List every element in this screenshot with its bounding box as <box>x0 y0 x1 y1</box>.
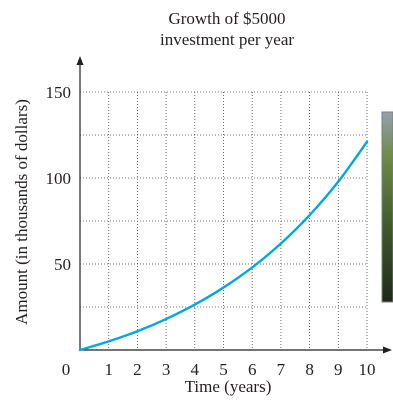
x-axis-arrow <box>383 346 392 354</box>
y-axis-label: Amount (in thousands of dollars) <box>12 99 31 325</box>
axes <box>76 56 392 354</box>
series-layer <box>78 140 369 352</box>
x-tick-label: 6 <box>248 360 257 379</box>
gridlines <box>80 91 368 350</box>
x-tick-label: 7 <box>277 360 286 379</box>
x-tick-label: 3 <box>162 360 171 379</box>
x-tick-label: 1 <box>104 360 113 379</box>
x-tick-label: 8 <box>305 360 314 379</box>
x-tick-label: 0 <box>62 360 71 379</box>
chart-title: Growth of $5000 <box>168 9 285 28</box>
y-tick-label: 150 <box>46 83 72 102</box>
y-tick-label: 100 <box>46 169 72 188</box>
x-tick-label: 5 <box>219 360 228 379</box>
landscape-photo <box>381 111 393 303</box>
x-tick-label: 9 <box>334 360 343 379</box>
x-axis-label: Time (years) <box>185 377 272 396</box>
x-tick-label: 2 <box>133 360 142 379</box>
x-tick-label: 10 <box>359 360 376 379</box>
x-tick-label: 4 <box>191 360 200 379</box>
x-tick-labels: 0 1 2 3 4 5 6 7 8 9 10 <box>62 360 376 379</box>
y-tick-labels: 50 100 150 <box>46 83 72 274</box>
y-axis-arrow <box>76 56 84 65</box>
growth-curve-line <box>78 140 369 352</box>
y-tick-label: 50 <box>54 255 71 274</box>
chart-subtitle: investment per year <box>160 30 294 49</box>
